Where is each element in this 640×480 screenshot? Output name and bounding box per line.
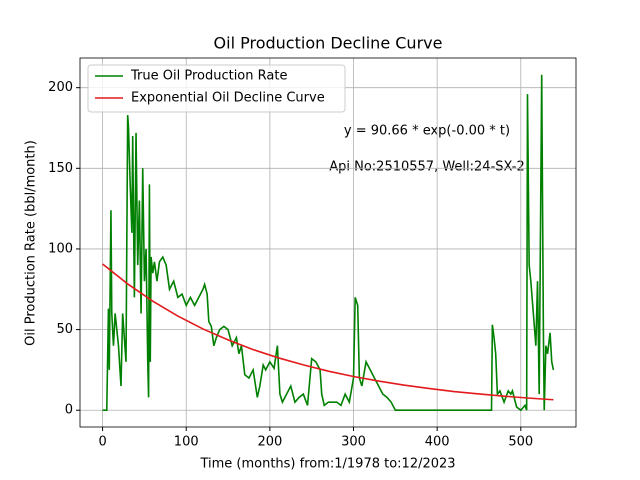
y-tick-label: 0 [65,403,73,418]
legend-box [87,64,346,113]
x-tick-label: 300 [341,435,366,450]
legend-label: Exponential Oil Decline Curve [131,91,325,106]
y-tick-label: 50 [56,322,73,337]
annotation: y = 90.66 * exp(-0.00 * t) [344,124,510,139]
y-axis-label: Oil Production Rate (bbl/month) [24,140,39,346]
x-tick-label: 400 [425,435,450,450]
legend-label: True Oil Production Rate [130,69,287,84]
x-tick-label: 100 [174,435,199,450]
line [102,263,554,401]
annotation: Api No:2510557, Well:24-SX-2 [329,160,525,175]
axes-frame [79,57,577,428]
x-tick-label: 500 [508,435,533,450]
x-tick-label: 200 [257,435,282,450]
x-axis-label: Time (months) from:1/1978 to:12/2023 [199,457,455,472]
y-tick-label: 200 [48,80,73,95]
x-tick-label: 0 [98,435,106,450]
line [102,74,555,412]
y-tick-label: 100 [48,241,73,256]
chart-title: Oil Production Decline Curve [214,34,443,53]
y-tick-label: 150 [48,161,73,176]
